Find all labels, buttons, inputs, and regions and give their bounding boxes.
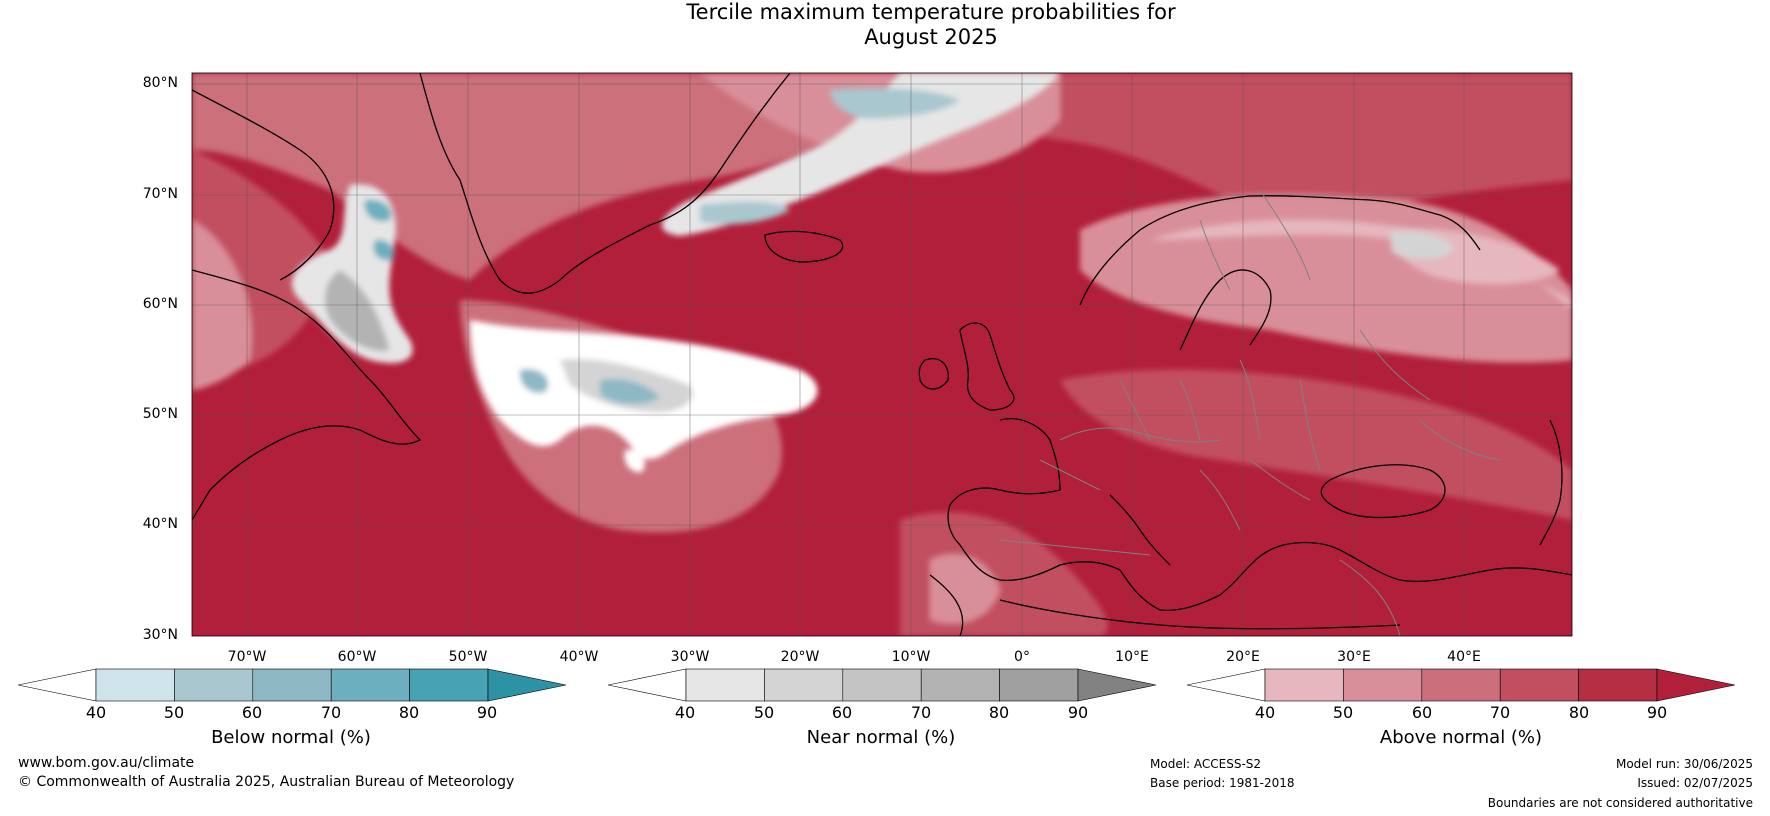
below-tick: 60	[241, 703, 263, 722]
below-colorbar-segment	[409, 668, 489, 702]
near-tick: 40	[674, 703, 696, 722]
lon-label-40w: 40°W	[559, 649, 599, 665]
lat-label-40n: 40°N	[142, 516, 178, 532]
above-colorbar-segment	[1343, 668, 1423, 702]
above-colorbar-min-arrow	[1186, 668, 1266, 702]
below-colorbar-segment	[95, 668, 175, 702]
near-colorbar-segment	[920, 668, 1000, 702]
lon-label-0: 0°	[1014, 649, 1030, 665]
above-colorbar-segment	[1264, 668, 1344, 702]
near-tick: 60	[831, 703, 853, 722]
near-normal-title: Near normal (%)	[806, 727, 956, 748]
title-line-1: Tercile maximum temperature probabilitie…	[686, 0, 1176, 24]
below-tick: 40	[85, 703, 107, 722]
near-colorbar-segment	[999, 668, 1079, 702]
copyright-notice: © Commonwealth of Australia 2025, Austra…	[18, 774, 515, 790]
below-tick: 90	[476, 703, 498, 722]
map-title: Tercile maximum temperature probabilitie…	[0, 0, 1770, 50]
lon-label-40e: 40°E	[1447, 649, 1481, 665]
near-colorbar-max-arrow	[1077, 668, 1157, 702]
above-colorbar-segment	[1578, 668, 1658, 702]
above-tick: 70	[1489, 703, 1511, 722]
near-colorbar-segment	[685, 668, 765, 702]
above-tick: 60	[1411, 703, 1433, 722]
lon-label-70w: 70°W	[227, 649, 267, 665]
below-colorbar-segment	[252, 668, 332, 702]
below-normal-title: Below normal (%)	[211, 727, 371, 748]
lon-label-10w: 10°W	[891, 649, 931, 665]
base-period: Base period: 1981-2018	[1150, 776, 1295, 790]
lon-label-20w: 20°W	[780, 649, 820, 665]
below-colorbar-max-arrow	[487, 668, 567, 702]
lon-label-50w: 50°W	[448, 649, 488, 665]
model-run-date: Model run: 30/06/2025	[1615, 757, 1753, 771]
lat-label-60n: 60°N	[142, 296, 178, 312]
near-colorbar-segment	[842, 668, 922, 702]
below-tick: 70	[320, 703, 342, 722]
near-colorbar-min-arrow	[607, 668, 687, 702]
near-tick: 80	[988, 703, 1010, 722]
map-field	[192, 73, 1572, 636]
lat-label-30n: 30°N	[142, 627, 178, 643]
near-colorbar-segment	[764, 668, 844, 702]
lon-label-60w: 60°W	[337, 649, 377, 665]
lat-label-80n: 80°N	[142, 75, 178, 91]
below-colorbar-segment	[330, 668, 410, 702]
near-tick: 50	[753, 703, 775, 722]
lat-label-50n: 50°N	[142, 406, 178, 422]
title-line-2: August 2025	[864, 25, 998, 49]
country-borders	[999, 189, 1501, 636]
above-tick: 40	[1254, 703, 1276, 722]
above-normal-title: Above normal (%)	[1379, 727, 1543, 748]
coastlines	[192, 73, 1572, 636]
model-name: Model: ACCESS-S2	[1150, 757, 1262, 771]
below-tick: 80	[398, 703, 420, 722]
below-tick: 50	[163, 703, 185, 722]
above-tick: 80	[1568, 703, 1590, 722]
near-tick: 90	[1067, 703, 1089, 722]
lon-label-20e: 20°E	[1226, 649, 1260, 665]
below-colorbar-min-arrow	[17, 668, 97, 702]
above-colorbar-max-arrow	[1656, 668, 1736, 702]
above-colorbar-segment	[1421, 668, 1501, 702]
below-colorbar-segment	[174, 668, 254, 702]
issued-date: Issued: 02/07/2025	[1637, 776, 1753, 790]
map-frame	[191, 72, 1573, 637]
lat-label-70n: 70°N	[142, 186, 178, 202]
lon-label-30w: 30°W	[670, 649, 710, 665]
near-tick: 70	[910, 703, 932, 722]
above-tick: 90	[1646, 703, 1668, 722]
above-tick: 50	[1332, 703, 1354, 722]
colorbars	[17, 668, 1736, 702]
bom-url[interactable]: www.bom.gov.au/climate	[18, 755, 195, 771]
lon-label-30e: 30°E	[1337, 649, 1371, 665]
above-colorbar-segment	[1499, 668, 1579, 702]
lon-label-10e: 10°E	[1115, 649, 1149, 665]
boundaries-disclaimer: Boundaries are not considered authoritat…	[1487, 796, 1753, 810]
